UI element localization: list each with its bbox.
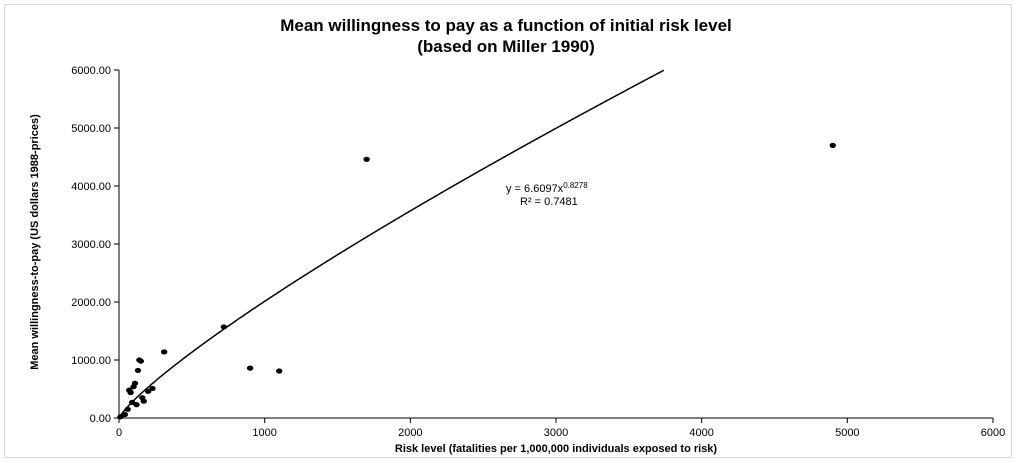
y-axis-label: Mean willingness-to-pay (US dollars 1988… <box>29 114 41 370</box>
y-tick-label: 6000.00 <box>71 65 111 77</box>
x-tick-label: 1000 <box>252 427 276 439</box>
data-point <box>276 368 283 374</box>
chart-title-line2: (based on Miller 1990) <box>417 37 595 56</box>
trendline-equation-exponent: 0.8278 <box>563 181 588 190</box>
y-tick-label: 0.00 <box>90 413 111 425</box>
x-tick-label: 0 <box>116 427 122 439</box>
y-tick-label: 4000.00 <box>71 181 111 193</box>
chart-frame <box>4 4 1012 458</box>
data-point <box>137 358 145 364</box>
x-tick-label: 2000 <box>398 427 422 439</box>
y-tick-label: 3000.00 <box>71 239 111 251</box>
y-tick-label: 5000.00 <box>71 123 111 135</box>
data-point <box>363 156 370 162</box>
trendline-equation-base: y = 6.6097x <box>506 183 564 195</box>
x-tick-labels: 0 1000 2000 3000 4000 5000 6000 <box>116 418 1005 439</box>
trendline-r-squared: R² = 0.7481 <box>520 196 578 208</box>
data-point <box>220 324 228 330</box>
data-point <box>127 389 134 396</box>
x-tick-label: 6000 <box>981 427 1005 439</box>
data-point <box>131 380 139 386</box>
y-tick-label: 1000.00 <box>71 355 111 367</box>
data-point <box>149 385 156 392</box>
data-point <box>160 349 168 355</box>
data-point <box>144 388 152 394</box>
x-axis-label: Risk level (fatalities per 1,000,000 ind… <box>395 443 718 455</box>
trendline-equation: y = 6.6097x0.8278 <box>506 181 588 195</box>
data-point <box>124 406 131 412</box>
data-point <box>121 411 129 418</box>
y-tick-label: 2000.00 <box>71 297 111 309</box>
chart-title-line1: Mean willingness to pay as a function of… <box>280 16 732 35</box>
data-point <box>133 402 140 408</box>
x-tick-label: 4000 <box>689 427 713 439</box>
x-tick-label: 5000 <box>835 427 859 439</box>
power-trendline <box>118 69 665 419</box>
data-points <box>117 142 836 420</box>
data-point <box>246 365 254 371</box>
y-tick-labels: 0.00 1000.00 2000.00 3000.00 4000.00 5000.00 6… <box>71 65 119 425</box>
data-point <box>829 142 836 148</box>
x-tick-label: 3000 <box>544 427 568 439</box>
data-point <box>134 367 142 374</box>
data-point <box>140 398 147 404</box>
